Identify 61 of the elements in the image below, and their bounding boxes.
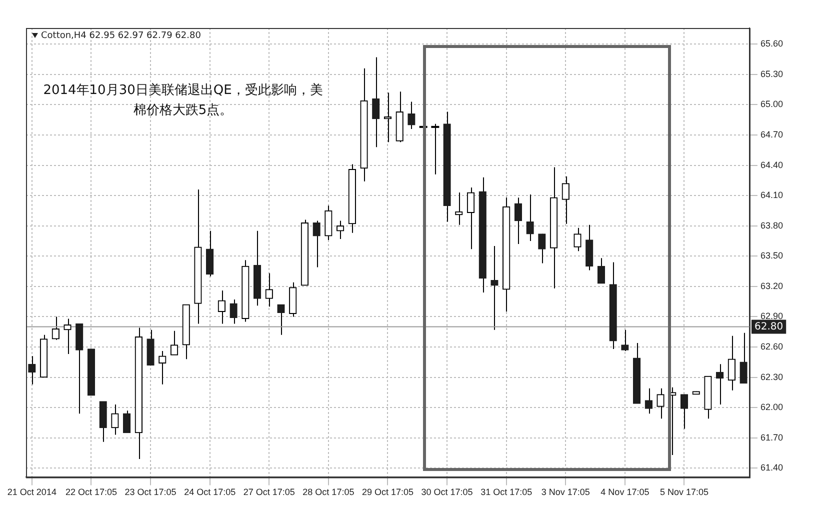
y-tick-label: 63.80 [760, 220, 784, 230]
y-tick-label: 65.30 [760, 68, 784, 79]
x-tick-label: 23 Oct 17:05 [124, 487, 176, 498]
candlestick [158, 350, 166, 385]
y-tick-label: 62.90 [760, 311, 784, 322]
candlestick [680, 394, 688, 430]
y-tick-label: 63.50 [760, 250, 784, 261]
y-tick-label: 61.70 [760, 432, 784, 442]
candlestick [644, 388, 652, 414]
candlestick [408, 101, 416, 130]
x-tick-label: 29 Oct 17:05 [362, 487, 414, 498]
candlestick [490, 246, 498, 330]
candlestick [621, 329, 629, 352]
x-tick-label: 27 Oct 17:05 [243, 487, 295, 498]
candlestick [64, 318, 72, 355]
y-tick-label: 65.60 [760, 38, 784, 49]
candlestick [466, 186, 475, 250]
x-tick-label: 31 Oct 17:05 [480, 487, 532, 498]
candlestick [28, 356, 36, 385]
ref-line-label: 62.80 [754, 321, 784, 332]
x-tick-label: 5 Nov 17:05 [660, 487, 709, 498]
y-tick-label: 62.30 [760, 372, 784, 382]
candlestick [265, 272, 273, 308]
y-tick-label: 64.40 [760, 160, 784, 170]
candlestick [597, 258, 606, 284]
candlestick [372, 56, 380, 148]
x-tick-label: 30 Oct 17:05 [421, 487, 473, 498]
candlestick [230, 299, 238, 324]
y-tick-label: 63.20 [760, 280, 784, 291]
candlestick [562, 176, 570, 224]
x-tick-label: 21 Oct 2014 [7, 487, 56, 498]
y-tick-label: 65.00 [760, 99, 784, 110]
candlestick [526, 194, 534, 242]
candlestick [312, 220, 320, 268]
y-tick-label: 64.10 [760, 190, 784, 200]
candlestick [206, 230, 214, 277]
candlestick [716, 364, 724, 406]
chart-title: Cotton,H4 62.95 62.97 62.79 62.80 [41, 31, 201, 41]
candlestick [122, 410, 131, 434]
candlestick [170, 330, 178, 356]
x-tick-label: 24 Oct 17:05 [184, 487, 236, 498]
candlestick [277, 304, 285, 336]
candlestick [324, 205, 332, 240]
annotation: 2014年10月30日美联储退出QE，受此影响，美棉价格大跌5点。 [42, 82, 324, 120]
candlestick [111, 404, 119, 436]
x-tick-label: 4 Nov 17:05 [600, 487, 650, 498]
y-tick-label: 61.40 [760, 462, 784, 473]
candlestick [740, 332, 748, 384]
candlestick [656, 388, 664, 420]
x-tick-label: 3 Nov 17:05 [541, 487, 590, 498]
candlestick [514, 197, 522, 245]
candlestick [218, 290, 226, 324]
y-tick-label: 62.00 [760, 402, 784, 412]
y-tick-label: 62.60 [760, 341, 784, 352]
candlestick [336, 220, 344, 240]
x-tick-label: 22 Oct 17:05 [65, 487, 118, 498]
x-tick-label: 28 Oct 17:05 [302, 487, 354, 498]
candlestick [538, 233, 546, 264]
candlestick [574, 227, 582, 252]
y-tick-label: 64.70 [760, 129, 784, 140]
candlestick [728, 335, 736, 391]
